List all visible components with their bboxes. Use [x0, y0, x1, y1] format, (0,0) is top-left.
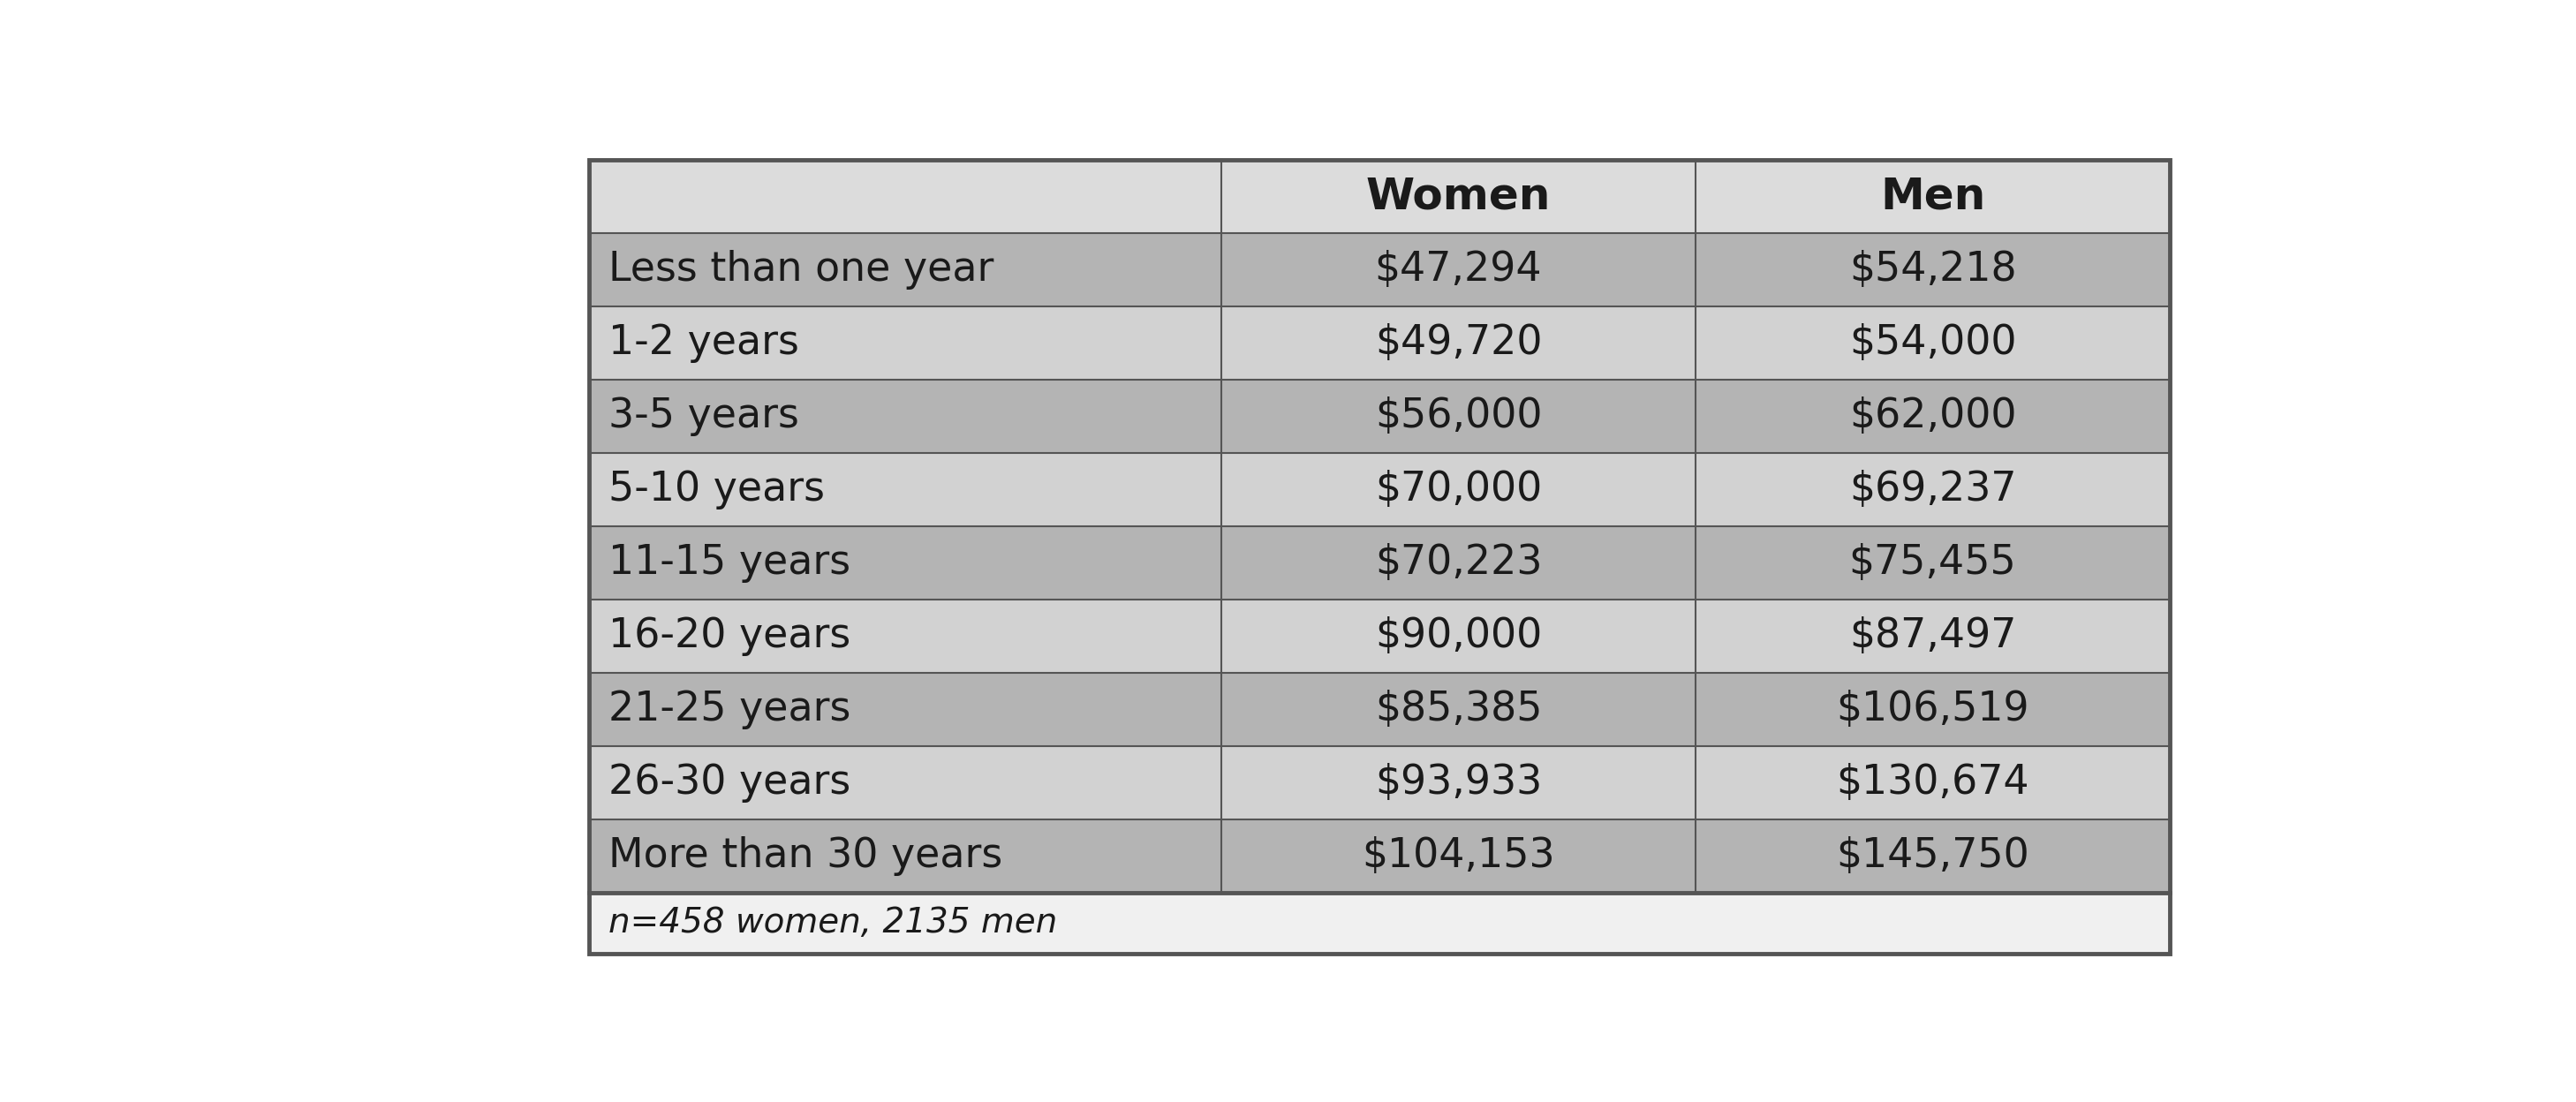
Bar: [1221, 672, 1695, 746]
Bar: [590, 160, 2169, 953]
Text: 3-5 years: 3-5 years: [608, 397, 799, 436]
Bar: [1695, 379, 2169, 453]
Text: $106,519: $106,519: [1837, 690, 2030, 730]
Text: $56,000: $56,000: [1376, 397, 1543, 436]
Bar: [1695, 526, 2169, 599]
Text: Less than one year: Less than one year: [608, 250, 994, 290]
Text: $47,294: $47,294: [1376, 250, 1543, 290]
Bar: [590, 672, 1221, 746]
Bar: [590, 599, 1221, 672]
Bar: [590, 526, 1221, 599]
Bar: [1221, 306, 1695, 379]
Bar: [590, 306, 1221, 379]
Bar: [590, 819, 1221, 893]
Text: 16-20 years: 16-20 years: [608, 616, 850, 656]
Text: $49,720: $49,720: [1376, 323, 1543, 363]
Bar: [590, 233, 1221, 306]
Text: Women: Women: [1365, 175, 1551, 217]
Text: 26-30 years: 26-30 years: [608, 763, 850, 802]
Bar: [1221, 526, 1695, 599]
Bar: [1695, 453, 2169, 526]
Text: $87,497: $87,497: [1850, 616, 2017, 656]
Bar: [1221, 379, 1695, 453]
Bar: [1695, 233, 2169, 306]
Text: 21-25 years: 21-25 years: [608, 690, 850, 730]
Text: $104,153: $104,153: [1363, 836, 1556, 876]
Bar: [590, 160, 1221, 233]
Text: $62,000: $62,000: [1850, 397, 2017, 436]
Text: 1-2 years: 1-2 years: [608, 323, 799, 363]
Text: $54,000: $54,000: [1850, 323, 2017, 363]
Bar: [590, 893, 2169, 953]
Bar: [1695, 306, 2169, 379]
Bar: [1221, 819, 1695, 893]
Text: More than 30 years: More than 30 years: [608, 836, 1002, 876]
Bar: [590, 453, 1221, 526]
Bar: [1695, 746, 2169, 819]
Bar: [1695, 819, 2169, 893]
Text: $70,000: $70,000: [1376, 469, 1543, 509]
Bar: [1695, 672, 2169, 746]
Bar: [590, 746, 1221, 819]
Text: $75,455: $75,455: [1850, 543, 2017, 583]
Text: $90,000: $90,000: [1376, 616, 1543, 656]
Text: $93,933: $93,933: [1376, 763, 1543, 802]
Text: $145,750: $145,750: [1837, 836, 2030, 876]
Text: $69,237: $69,237: [1850, 469, 2017, 509]
Text: $130,674: $130,674: [1837, 763, 2030, 802]
Text: $85,385: $85,385: [1376, 690, 1543, 730]
Bar: [1695, 160, 2169, 233]
Text: n=458 women, 2135 men: n=458 women, 2135 men: [608, 906, 1056, 940]
Text: 11-15 years: 11-15 years: [608, 543, 850, 583]
Bar: [1221, 599, 1695, 672]
Text: $54,218: $54,218: [1850, 250, 2017, 290]
Bar: [1221, 160, 1695, 233]
Bar: [1221, 233, 1695, 306]
Bar: [590, 379, 1221, 453]
Bar: [1695, 599, 2169, 672]
Bar: [1221, 746, 1695, 819]
Bar: [1221, 453, 1695, 526]
Text: $70,223: $70,223: [1376, 543, 1543, 583]
Text: 5-10 years: 5-10 years: [608, 469, 824, 509]
Text: Men: Men: [1880, 175, 1986, 217]
